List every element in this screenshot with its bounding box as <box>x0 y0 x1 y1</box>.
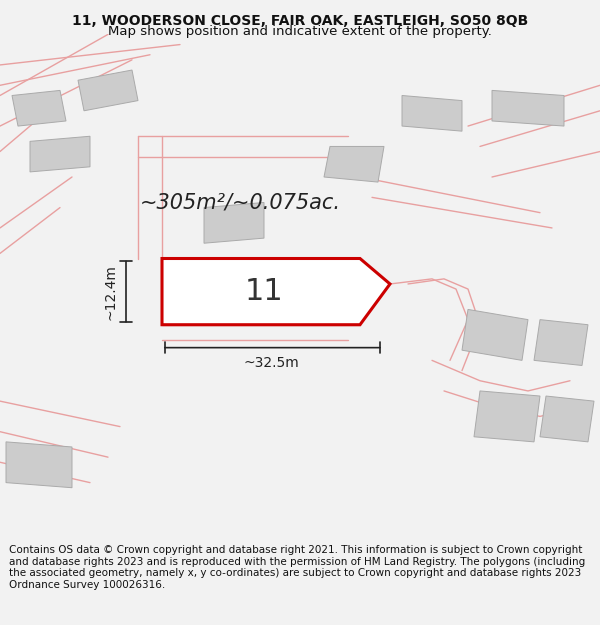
Polygon shape <box>162 259 390 325</box>
Polygon shape <box>6 442 72 488</box>
Polygon shape <box>462 309 528 361</box>
Polygon shape <box>534 319 588 366</box>
Polygon shape <box>12 91 66 126</box>
Text: ~32.5m: ~32.5m <box>244 356 299 370</box>
Polygon shape <box>492 91 564 126</box>
Text: Contains OS data © Crown copyright and database right 2021. This information is : Contains OS data © Crown copyright and d… <box>9 545 585 590</box>
Polygon shape <box>474 391 540 442</box>
Polygon shape <box>324 146 384 182</box>
Text: ~12.4m: ~12.4m <box>104 264 118 319</box>
Text: Map shows position and indicative extent of the property.: Map shows position and indicative extent… <box>108 25 492 38</box>
Polygon shape <box>540 396 594 442</box>
Text: 11: 11 <box>245 277 283 306</box>
Polygon shape <box>204 202 264 243</box>
Polygon shape <box>402 96 462 131</box>
Polygon shape <box>30 136 90 172</box>
Text: ~305m²/~0.075ac.: ~305m²/~0.075ac. <box>139 192 341 213</box>
Polygon shape <box>78 70 138 111</box>
Text: 11, WOODERSON CLOSE, FAIR OAK, EASTLEIGH, SO50 8QB: 11, WOODERSON CLOSE, FAIR OAK, EASTLEIGH… <box>72 14 528 28</box>
